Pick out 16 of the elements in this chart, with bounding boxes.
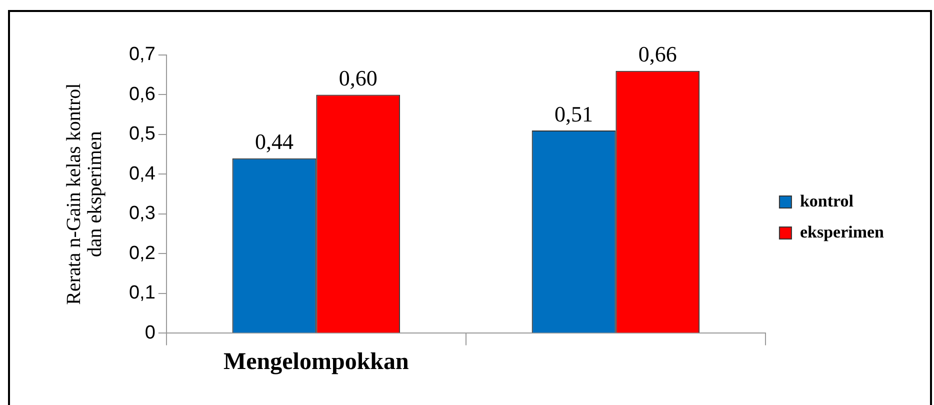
y-tick-label: 0,6 <box>128 84 156 105</box>
legend-label: eksperimen <box>800 222 885 242</box>
data-label: 0,51 <box>554 101 594 126</box>
y-tick-label: 0,5 <box>128 124 156 145</box>
y-tick-label: 0,1 <box>128 282 156 304</box>
y-axis-title: Rerata n-Gain kelas kontrol dan eksperimen <box>62 82 106 305</box>
data-label: 0,66 <box>638 42 677 67</box>
y-tick-label: 0 <box>144 322 156 344</box>
data-label: 0,60 <box>338 66 378 91</box>
y-tick-label: 0,2 <box>128 242 156 264</box>
legend-label: kontrol <box>800 191 854 210</box>
data-label: 0,44 <box>254 129 294 154</box>
x-tick-label: Mengelompokkan <box>223 348 409 375</box>
y-tick-label: 0,7 <box>128 44 156 66</box>
y-tick-label: 0,3 <box>128 203 156 224</box>
y-tick-label: 0,4 <box>128 163 156 184</box>
